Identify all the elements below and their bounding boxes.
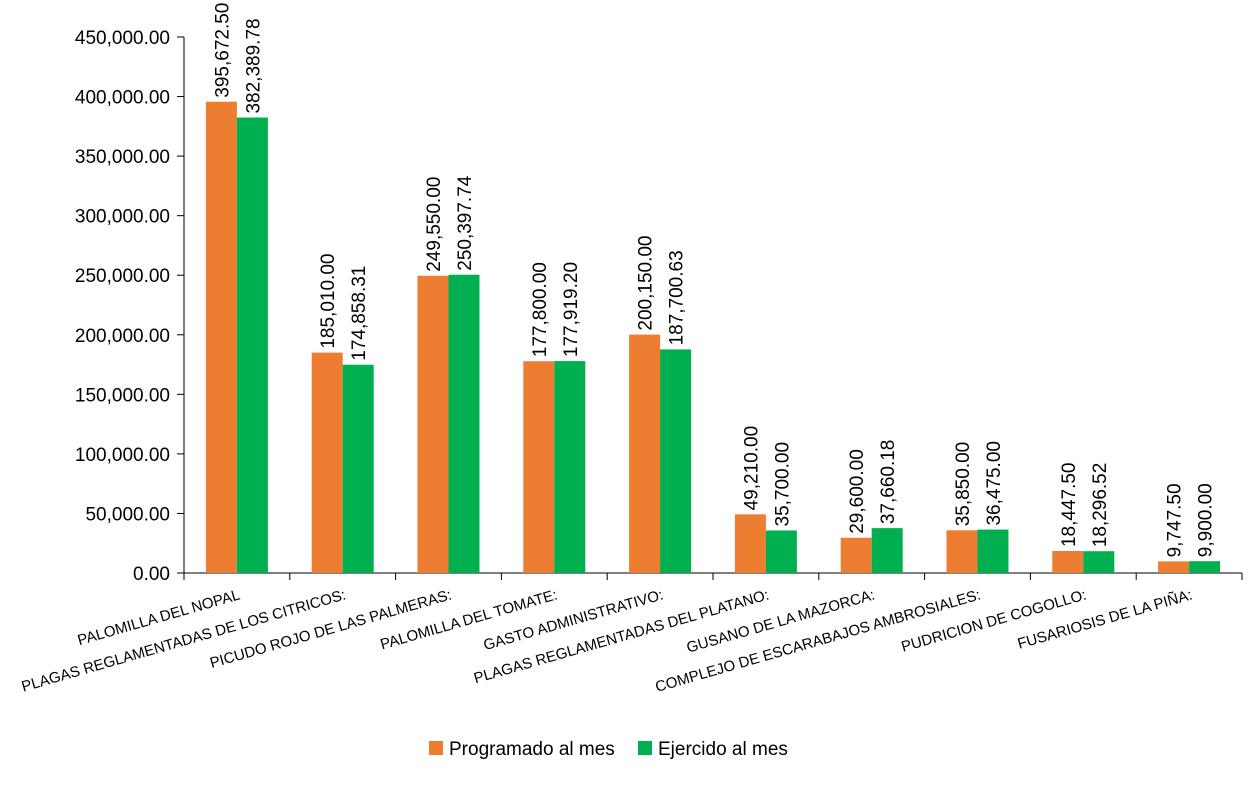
- y-tick-label: 200,000.00: [75, 326, 170, 347]
- bar-ejercido: [448, 274, 480, 573]
- category-label: PUDRICION DE COGOLLO:: [899, 587, 1088, 656]
- legend-label: Ejercido al mes: [658, 739, 788, 760]
- bars: [205, 101, 1221, 574]
- bar-ejercido: [342, 364, 374, 573]
- data-label: 9,900.00: [1196, 483, 1217, 557]
- data-label: 187,700.63: [667, 250, 688, 345]
- bar-ejercido: [871, 528, 903, 573]
- bar-programado: [840, 537, 872, 573]
- bar-ejercido: [1189, 561, 1221, 573]
- bar-programado: [417, 275, 449, 573]
- y-axis: 0.00 50,000.00 100,000.00 150,000.00 200,000…: [75, 28, 185, 585]
- bar-programado: [523, 361, 555, 573]
- data-label: 249,550.00: [424, 177, 445, 272]
- y-tick-label: 350,000.00: [75, 147, 170, 168]
- data-label: 177,919.20: [561, 262, 582, 357]
- data-label: 35,700.00: [772, 442, 793, 527]
- data-label: 37,660.18: [878, 440, 899, 525]
- y-tick-label: 50,000.00: [85, 504, 170, 525]
- bar-ejercido: [977, 529, 1009, 573]
- data-label: 36,475.00: [984, 441, 1005, 526]
- bar-programado: [1052, 551, 1084, 573]
- bar-ejercido: [660, 349, 692, 573]
- legend-swatch: [429, 741, 443, 755]
- bar-programado: [311, 352, 343, 573]
- x-axis: [183, 572, 1243, 580]
- data-label: 185,010.00: [318, 254, 339, 349]
- y-tick-label: 400,000.00: [75, 88, 170, 109]
- category-label: FUSARIOSIS DE LA PIÑA:: [1016, 587, 1195, 653]
- legend: Programado al mes Ejercido al mes: [429, 739, 788, 760]
- bar-programado: [734, 514, 766, 573]
- data-label: 9,747.50: [1165, 483, 1186, 557]
- bar-ejercido: [554, 361, 586, 573]
- data-labels: 395,672.50 185,010.00 249,550.00 177,800.00…: [212, 3, 1216, 558]
- data-label: 49,210.00: [741, 426, 762, 511]
- data-label: 200,150.00: [636, 236, 657, 331]
- y-tick-label: 0.00: [133, 564, 170, 585]
- bar-programado: [205, 101, 237, 574]
- bar-programado: [629, 334, 661, 573]
- y-tick-label: 450,000.00: [75, 28, 170, 49]
- category-label: PALOMILLA DEL TOMATE:: [378, 587, 559, 654]
- legend-swatch: [638, 741, 652, 755]
- data-label: 18,447.50: [1059, 462, 1080, 547]
- data-label: 29,600.00: [847, 449, 868, 534]
- bar-ejercido: [236, 117, 268, 573]
- data-label: 382,389.78: [243, 18, 264, 113]
- legend-label: Programado al mes: [449, 739, 615, 760]
- bar-ejercido: [765, 530, 797, 573]
- data-label: 250,397.74: [455, 175, 476, 271]
- y-tick-label: 300,000.00: [75, 207, 170, 228]
- data-label: 395,672.50: [212, 3, 233, 98]
- bar-programado: [1158, 561, 1190, 573]
- y-tick-label: 100,000.00: [75, 445, 170, 466]
- bar-ejercido: [1083, 551, 1115, 573]
- data-label: 177,800.00: [530, 262, 551, 357]
- data-label: 18,296.52: [1090, 463, 1111, 548]
- data-label: 174,858.31: [349, 266, 370, 361]
- y-tick-label: 150,000.00: [75, 385, 170, 406]
- data-label: 35,850.00: [953, 442, 974, 527]
- y-tick-label: 250,000.00: [75, 266, 170, 287]
- bar-programado: [946, 530, 978, 573]
